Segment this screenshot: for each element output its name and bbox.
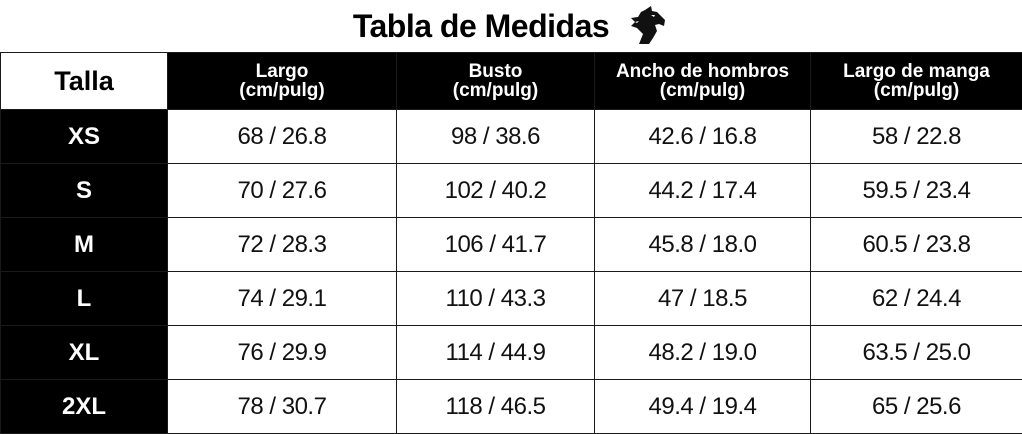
- largo-manga-cell: 59.5 / 23.4: [811, 164, 1022, 218]
- size-label: M: [1, 218, 168, 272]
- column-header-largo-de-manga: Largo de manga (cm/pulg): [811, 53, 1022, 110]
- page-title: Tabla de Medidas: [353, 8, 609, 45]
- largo-cell: 74 / 29.1: [168, 272, 397, 326]
- busto-cell: 98 / 38.6: [397, 110, 595, 164]
- column-header-largo: Largo (cm/pulg): [168, 53, 397, 110]
- size-label: L: [1, 272, 168, 326]
- column-header-unit: (cm/pulg): [811, 81, 1022, 100]
- largo-cell: 68 / 26.8: [168, 110, 397, 164]
- size-label: XL: [1, 326, 168, 380]
- column-header-unit: (cm/pulg): [397, 81, 594, 100]
- table-row: S 70 / 27.6 102 / 40.2 44.2 / 17.4 59.5 …: [1, 164, 1022, 218]
- busto-cell: 106 / 41.7: [397, 218, 595, 272]
- busto-cell: 110 / 43.3: [397, 272, 595, 326]
- largo-cell: 72 / 28.3: [168, 218, 397, 272]
- busto-cell: 118 / 46.5: [397, 380, 595, 434]
- ancho-hombros-cell: 49.4 / 19.4: [595, 380, 811, 434]
- largo-manga-cell: 58 / 22.8: [811, 110, 1022, 164]
- size-label: XS: [1, 110, 168, 164]
- largo-manga-cell: 62 / 24.4: [811, 272, 1022, 326]
- horse-head-icon: [625, 4, 669, 48]
- largo-manga-cell: 63.5 / 25.0: [811, 326, 1022, 380]
- ancho-hombros-cell: 48.2 / 19.0: [595, 326, 811, 380]
- size-label: 2XL: [1, 380, 168, 434]
- largo-cell: 70 / 27.6: [168, 164, 397, 218]
- busto-cell: 102 / 40.2: [397, 164, 595, 218]
- column-header-name: Busto: [397, 62, 594, 81]
- table-row: M 72 / 28.3 106 / 41.7 45.8 / 18.0 60.5 …: [1, 218, 1022, 272]
- largo-cell: 76 / 29.9: [168, 326, 397, 380]
- size-label: S: [1, 164, 168, 218]
- largo-manga-cell: 65 / 25.6: [811, 380, 1022, 434]
- size-column-header: Talla: [1, 53, 168, 110]
- table-row: XS 68 / 26.8 98 / 38.6 42.6 / 16.8 58 / …: [1, 110, 1022, 164]
- ancho-hombros-cell: 45.8 / 18.0: [595, 218, 811, 272]
- ancho-hombros-cell: 47 / 18.5: [595, 272, 811, 326]
- column-header-ancho-de-hombros: Ancho de hombros (cm/pulg): [595, 53, 811, 110]
- size-chart-table: Talla Largo (cm/pulg) Busto (cm/pulg) An…: [0, 52, 1022, 434]
- column-header-name: Largo: [168, 62, 396, 81]
- largo-cell: 78 / 30.7: [168, 380, 397, 434]
- column-header-name: Ancho de hombros: [595, 62, 810, 81]
- column-header-name: Largo de manga: [811, 62, 1022, 81]
- column-header-unit: (cm/pulg): [595, 81, 810, 100]
- title-bar: Tabla de Medidas: [0, 0, 1022, 52]
- table-header-row: Talla Largo (cm/pulg) Busto (cm/pulg) An…: [1, 53, 1022, 110]
- ancho-hombros-cell: 42.6 / 16.8: [595, 110, 811, 164]
- ancho-hombros-cell: 44.2 / 17.4: [595, 164, 811, 218]
- largo-manga-cell: 60.5 / 23.8: [811, 218, 1022, 272]
- column-header-unit: (cm/pulg): [168, 81, 396, 100]
- column-header-busto: Busto (cm/pulg): [397, 53, 595, 110]
- table-row: XL 76 / 29.9 114 / 44.9 48.2 / 19.0 63.5…: [1, 326, 1022, 380]
- table-row: 2XL 78 / 30.7 118 / 46.5 49.4 / 19.4 65 …: [1, 380, 1022, 434]
- busto-cell: 114 / 44.9: [397, 326, 595, 380]
- table-row: L 74 / 29.1 110 / 43.3 47 / 18.5 62 / 24…: [1, 272, 1022, 326]
